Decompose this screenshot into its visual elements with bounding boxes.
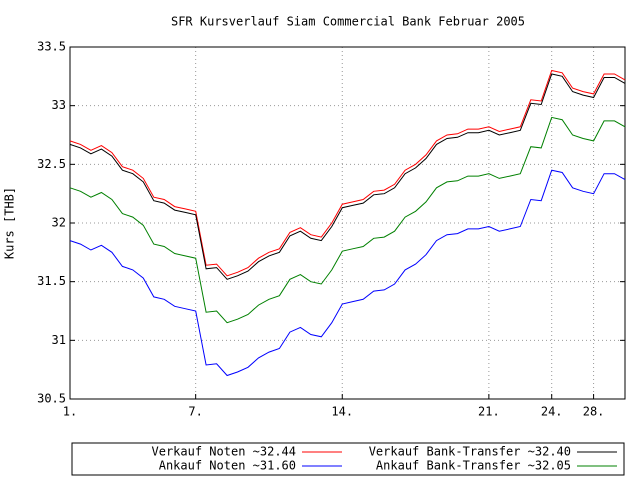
plot-frame [69, 46, 626, 400]
y-tick-label: 33 [52, 98, 66, 112]
y-axis-label: Kurs [THB] [3, 187, 17, 259]
legend-label: Ankauf Bank-Transfer ~32.05 [376, 459, 571, 473]
y-tick-label: 33.5 [37, 40, 66, 54]
y-tick-label: 31 [52, 333, 66, 347]
y-tick-label: 32.5 [37, 157, 66, 171]
legend-label: Ankauf Noten ~31.60 [159, 459, 296, 473]
x-tick-label: 28. [583, 405, 605, 419]
legend-box [71, 442, 625, 476]
series-line [69, 116, 626, 324]
series-line [69, 73, 626, 280]
y-tick-label: 30.5 [37, 392, 66, 406]
y-tick-label: 31.5 [37, 274, 66, 288]
series-line [69, 169, 626, 377]
y-tick-label: 32 [52, 216, 66, 230]
legend-label: Verkauf Noten ~32.44 [152, 445, 297, 459]
x-tick-label: 24. [541, 405, 563, 419]
x-tick-label: 1. [63, 405, 77, 419]
x-tick-label: 21. [478, 405, 500, 419]
chart-title: SFR Kursverlauf Siam Commercial Bank Feb… [171, 15, 525, 29]
series-line [69, 69, 626, 277]
x-tick-label: 7. [188, 405, 202, 419]
x-tick-label: 14. [331, 405, 353, 419]
legend-label: Verkauf Bank-Transfer ~32.40 [369, 445, 571, 459]
